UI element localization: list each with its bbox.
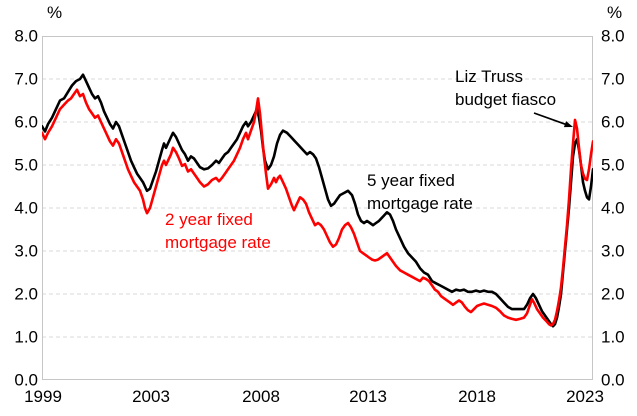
y-axis-tick-label-right: 2.0 bbox=[601, 284, 625, 304]
plot-area bbox=[40, 36, 595, 380]
x-axis-tick-label: 2013 bbox=[349, 387, 387, 406]
five-year-series-label-line2: mortgage rate bbox=[367, 194, 473, 213]
two-year-series-label-line1: 2 year fixed bbox=[165, 210, 253, 229]
y-axis-tick-label-right: 1.0 bbox=[601, 327, 625, 347]
y-axis-tick-label-left: 5.0 bbox=[14, 155, 38, 175]
y-axis-tick-label-right: 5.0 bbox=[601, 155, 625, 175]
five-year-series-label: 5 year fixed mortgage rate bbox=[367, 169, 473, 215]
two-year-rate-line bbox=[40, 88, 595, 327]
y-axis-tick-label-right: 0.0 bbox=[601, 370, 625, 390]
two-year-series-label: 2 year fixed mortgage rate bbox=[165, 208, 271, 254]
x-axis-tick-label: 2023 bbox=[566, 387, 604, 406]
y-axis-tick-label-left: 3.0 bbox=[14, 241, 38, 261]
x-axis-tick-label: 2018 bbox=[458, 387, 496, 406]
y-axis-tick-label-right: 3.0 bbox=[601, 241, 625, 261]
y-axis-tick-label-left: 8.0 bbox=[14, 26, 38, 46]
event-annotation-line1: Liz Truss bbox=[455, 67, 524, 86]
event-annotation: Liz Truss budget fiasco bbox=[455, 65, 556, 111]
plot-border bbox=[42, 36, 593, 380]
five-year-series-label-line1: 5 year fixed bbox=[367, 171, 455, 190]
y-axis-tick-label-left: 0.0 bbox=[14, 370, 38, 390]
x-axis-tick-label: 2008 bbox=[242, 387, 280, 406]
five-year-rate-line bbox=[40, 73, 595, 328]
y-axis-tick-label-left: 2.0 bbox=[14, 284, 38, 304]
y-axis-unit-left: % bbox=[47, 3, 63, 22]
x-axis-tick-label: 1999 bbox=[24, 387, 62, 406]
x-axis-tick-label: 2003 bbox=[132, 387, 170, 406]
line-chart bbox=[40, 36, 595, 380]
y-axis-tick-label-right: 7.0 bbox=[601, 69, 625, 89]
y-axis-tick-label-right: 4.0 bbox=[601, 198, 625, 218]
y-axis-tick-label-left: 7.0 bbox=[14, 69, 38, 89]
y-axis-tick-label-left: 6.0 bbox=[14, 112, 38, 132]
y-axis-tick-label-right: 8.0 bbox=[601, 26, 625, 46]
event-annotation-line2: budget fiasco bbox=[455, 90, 557, 109]
two-year-series-label-line2: mortgage rate bbox=[165, 233, 271, 252]
y-axis-unit-right: % bbox=[607, 3, 623, 22]
y-axis-tick-label-left: 4.0 bbox=[14, 198, 38, 218]
y-axis-tick-label-left: 1.0 bbox=[14, 327, 38, 347]
y-axis-tick-label-right: 6.0 bbox=[601, 112, 625, 132]
